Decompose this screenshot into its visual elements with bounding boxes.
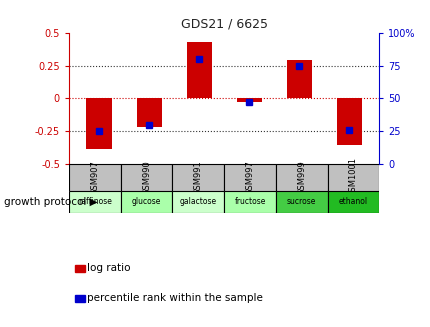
Text: sucrose: sucrose	[286, 197, 316, 206]
Bar	[286, 60, 311, 98]
Bar	[275, 191, 327, 213]
Text: percentile rank within the sample: percentile rank within the sample	[87, 293, 262, 302]
Bar	[236, 98, 261, 102]
Text: glucose: glucose	[132, 197, 161, 206]
Bar	[275, 164, 327, 191]
Text: fructose: fructose	[234, 197, 265, 206]
Text: GSM907: GSM907	[90, 160, 99, 195]
Bar	[186, 42, 211, 98]
Text: ethanol: ethanol	[338, 197, 367, 206]
Bar	[120, 191, 172, 213]
Text: GSM999: GSM999	[297, 160, 305, 195]
Text: log ratio: log ratio	[87, 263, 130, 273]
Text: GSM991: GSM991	[194, 160, 202, 195]
Bar	[336, 98, 361, 145]
Text: raffinose: raffinose	[78, 197, 111, 206]
Bar	[120, 164, 172, 191]
Bar	[327, 191, 378, 213]
Text: GSM997: GSM997	[245, 160, 254, 195]
Bar	[224, 164, 275, 191]
Title: GDS21 / 6625: GDS21 / 6625	[180, 17, 267, 30]
Bar	[224, 191, 275, 213]
Text: GSM990: GSM990	[142, 160, 150, 195]
Bar	[86, 98, 111, 148]
Bar	[327, 164, 378, 191]
Bar	[69, 164, 120, 191]
Bar	[172, 191, 224, 213]
Bar	[172, 164, 224, 191]
Bar	[136, 98, 161, 128]
Text: galactose: galactose	[179, 197, 216, 206]
Text: growth protocol ▶: growth protocol ▶	[4, 197, 98, 207]
Bar	[69, 191, 120, 213]
Text: GSM1001: GSM1001	[348, 158, 357, 198]
